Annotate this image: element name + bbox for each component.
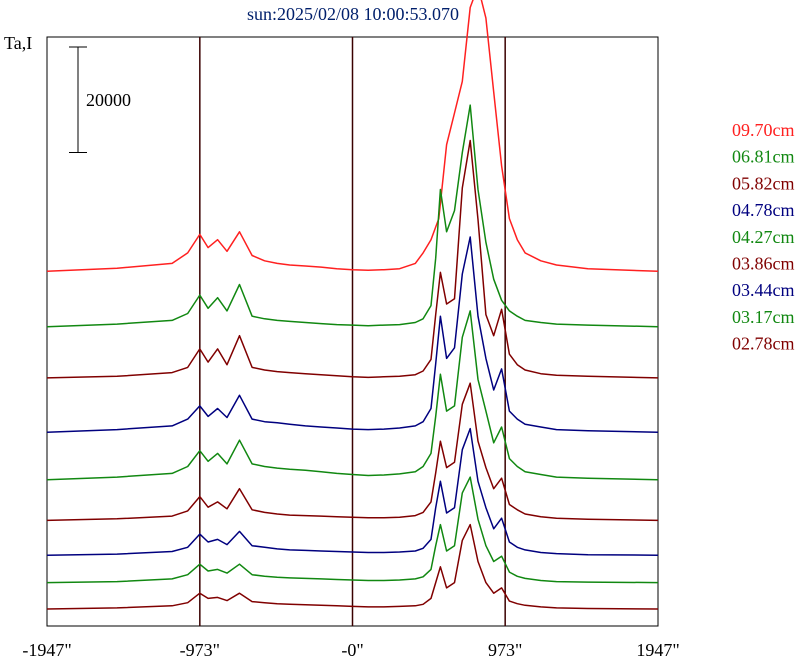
x-tick-labels: -1947" -973" -0" 973" 1947" — [22, 640, 679, 660]
legend-entry: 03.86cm — [732, 254, 795, 274]
legend-entry: 05.82cm — [732, 173, 795, 193]
x-tick-label: -973" — [180, 640, 220, 660]
series-line-06-81cm — [46, 104, 659, 328]
legend-entry: 09.70cm — [732, 120, 795, 140]
legend: 09.70cm 06.81cm 05.82cm 04.78cm 04.27cm 03.86… — [732, 120, 795, 354]
x-tick-label: -1947" — [22, 640, 71, 660]
scale-bar: 20000 — [69, 46, 131, 154]
legend-entry: 04.78cm — [732, 200, 795, 220]
series-line-03-86cm — [46, 382, 659, 522]
series-line-03-44cm — [46, 427, 659, 556]
x-tick-label: -0" — [341, 640, 363, 660]
legend-entry: 06.81cm — [732, 147, 795, 167]
legend-entry: 02.78cm — [732, 334, 795, 354]
legend-entry: 04.27cm — [732, 227, 795, 247]
series-lines — [46, 0, 659, 610]
legend-entry: 03.17cm — [732, 307, 795, 327]
y-axis-label: Ta,I — [4, 33, 32, 53]
x-tick-label: 1947" — [636, 640, 679, 660]
series-line-04-78cm — [46, 236, 659, 433]
series-line-09-70cm — [46, 0, 659, 273]
series-line-03-17cm — [46, 476, 659, 584]
series-line-04-27cm — [46, 310, 659, 481]
x-tick-label: 973" — [488, 640, 522, 660]
legend-entry: 03.44cm — [732, 280, 795, 300]
series-line-02-78cm — [46, 523, 659, 610]
chart-title: sun:2025/02/08 10:00:53.070 — [247, 4, 459, 24]
series-line-05-82cm — [46, 139, 659, 379]
scale-bar-label: 20000 — [86, 90, 131, 110]
